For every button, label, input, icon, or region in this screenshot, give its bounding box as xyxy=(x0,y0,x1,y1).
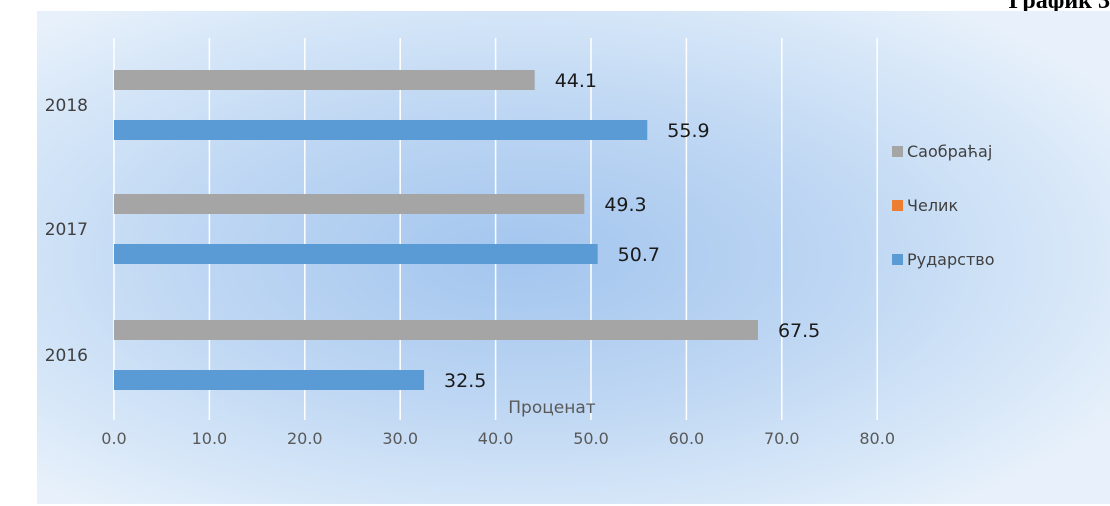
bar-Рударство xyxy=(114,244,598,264)
legend-swatch xyxy=(892,146,903,157)
data-label: 49.3 xyxy=(604,194,646,216)
legend-swatch xyxy=(892,200,903,211)
legend-label: Саобраћај xyxy=(907,142,992,161)
page-title: График 3 xyxy=(1008,0,1110,14)
data-label: 44.1 xyxy=(555,70,597,92)
bar-Рударство xyxy=(114,370,425,390)
x-tick-label: 60.0 xyxy=(669,429,705,448)
bars xyxy=(114,70,758,390)
data-label: 55.9 xyxy=(667,120,709,142)
x-tick-label: 40.0 xyxy=(478,429,514,448)
x-tick-label: 0.0 xyxy=(101,429,126,448)
legend-label: Челик xyxy=(907,196,958,215)
data-labels: 32.5 67.5 50.7 49.3 55.9 44.1 xyxy=(444,70,820,392)
x-tick-label: 50.0 xyxy=(573,429,609,448)
data-label: 32.5 xyxy=(444,370,486,392)
bar-Саобраћај xyxy=(114,194,585,214)
legend: Саобраћај Челик Рударство xyxy=(892,142,994,269)
x-axis-title: Проценат xyxy=(508,398,596,418)
x-tick-label: 70.0 xyxy=(764,429,800,448)
bar-Рударство xyxy=(114,120,648,140)
legend-swatch xyxy=(892,254,903,265)
bar-Саобраћај xyxy=(114,320,758,340)
category-label: 2017 xyxy=(45,220,88,240)
gridlines xyxy=(113,38,878,420)
x-tick-label: 80.0 xyxy=(859,429,895,448)
axes: 0.0 10.0 20.0 30.0 40.0 50.0 60.0 70.0 80.0 Проце… xyxy=(45,96,895,448)
data-label: 50.7 xyxy=(618,244,660,266)
x-tick-label: 20.0 xyxy=(287,429,323,448)
category-label: 2018 xyxy=(45,96,88,116)
legend-label: Рударство xyxy=(907,250,994,269)
x-tick-label: 10.0 xyxy=(192,429,228,448)
category-label: 2016 xyxy=(45,346,88,366)
bar-Саобраћај xyxy=(114,70,535,90)
data-label: 67.5 xyxy=(778,320,820,342)
x-tick-label: 30.0 xyxy=(382,429,418,448)
